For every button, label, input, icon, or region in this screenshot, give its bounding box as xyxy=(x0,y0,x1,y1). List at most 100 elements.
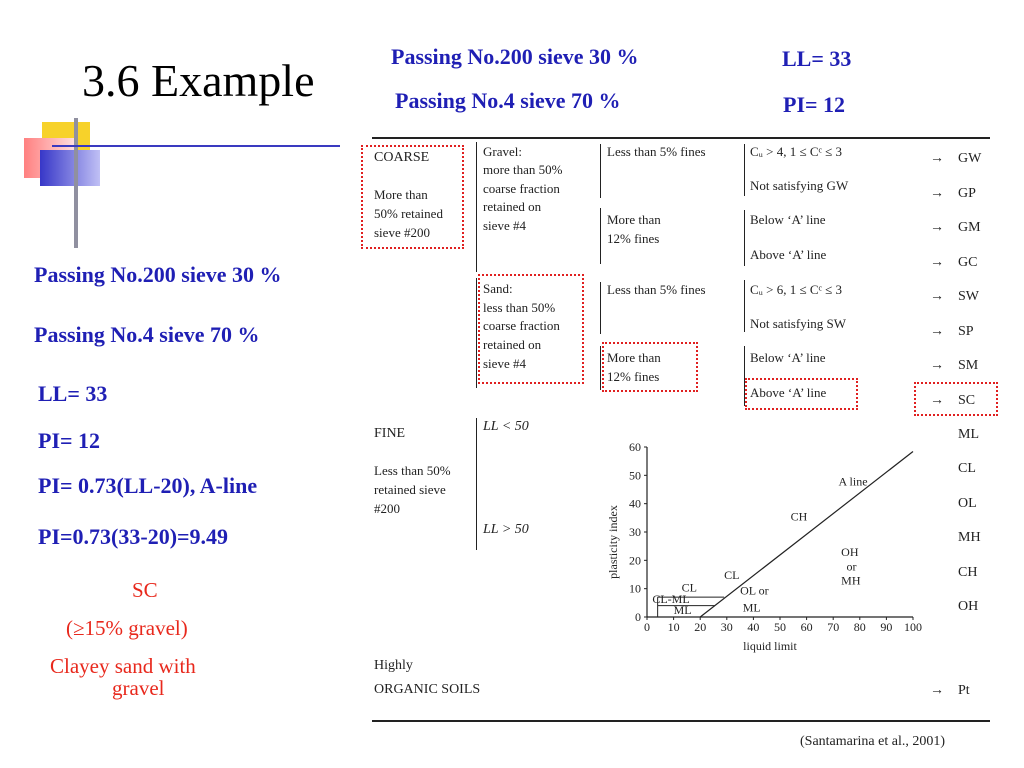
y-tick-label: 60 xyxy=(629,440,641,454)
fine-l3: #200 xyxy=(374,501,400,516)
gravel-rule xyxy=(476,142,477,272)
gravel-l2: more than 50% xyxy=(483,162,563,177)
group-oh: OH xyxy=(958,599,979,614)
arrow-sp: → xyxy=(930,324,944,339)
arrow-gc: → xyxy=(930,255,944,270)
fines-gt12-sand-2: 12% fines xyxy=(607,369,660,384)
group-sc: SC xyxy=(958,393,976,408)
crit-above-gravel: Above ‘A’ line xyxy=(750,247,827,262)
crit-rule1 xyxy=(744,144,745,196)
arrow-gm: → xyxy=(930,220,944,235)
group-ol: OL xyxy=(958,496,977,511)
x-tick-label: 100 xyxy=(904,620,922,634)
coarse-head: COARSE xyxy=(374,150,430,165)
gravel-l1: Gravel: xyxy=(483,144,522,159)
sand-l3: coarse fraction xyxy=(483,318,560,333)
fines-gt12-sand-1: More than xyxy=(607,350,661,365)
arrow-sw: → xyxy=(930,289,944,304)
crit-gw: Cᵤ > 4, 1 ≤ Cᶜ ≤ 3 xyxy=(750,144,843,159)
group-ch: CH xyxy=(958,565,978,580)
x-tick-label: 40 xyxy=(747,620,759,634)
left-aline-equation: PI= 0.73(LL-20), A-line xyxy=(38,473,258,498)
fine-head: FINE xyxy=(374,426,406,441)
x-tick-label: 90 xyxy=(880,620,892,634)
fine-rule xyxy=(476,418,477,550)
arrow-pt: → xyxy=(930,683,944,698)
group-gp: GP xyxy=(958,186,976,201)
group-mh: MH xyxy=(958,530,981,545)
fines-s-rule1 xyxy=(600,282,601,334)
group-gm: GM xyxy=(958,220,981,235)
label-ol-or: OL or xyxy=(740,583,769,597)
group-sw: SW xyxy=(958,289,979,304)
coarse-highlight xyxy=(361,145,464,249)
title-underline xyxy=(52,145,340,147)
fines-gt12-gravel-2: 12% fines xyxy=(607,231,660,246)
left-pass200: Passing No.200 sieve 30 % xyxy=(34,262,282,287)
label-ml-2: ML xyxy=(743,600,761,614)
x-tick-label: 80 xyxy=(854,620,866,634)
x-tick-label: 30 xyxy=(721,620,733,634)
sand-rule xyxy=(476,278,477,388)
x-tick-label: 60 xyxy=(801,620,813,634)
group-gc: GC xyxy=(958,255,978,270)
group-pt: Pt xyxy=(958,683,970,698)
crit-not-sw: Not satisfying SW xyxy=(750,316,847,331)
fine-l2: retained sieve xyxy=(374,482,446,497)
arrow-gp: → xyxy=(930,186,944,201)
table-top-rule xyxy=(372,137,990,139)
fines-lt5-gravel: Less than 5% fines xyxy=(607,144,706,159)
x-tick-label: 20 xyxy=(694,620,706,634)
label-or: or xyxy=(847,559,857,573)
crit-sw: Cᵤ > 6, 1 ≤ Cᶜ ≤ 3 xyxy=(750,282,843,297)
group-sc-highlight xyxy=(914,382,998,416)
x-tick-label: 10 xyxy=(668,620,680,634)
group-gw: GW xyxy=(958,151,982,166)
group-sm: SM xyxy=(958,358,979,373)
group-cl: CL xyxy=(958,461,976,476)
label-mh: MH xyxy=(841,573,861,587)
fine-ll-lt50: LL < 50 xyxy=(483,419,529,434)
x-tick-label: 0 xyxy=(644,620,650,634)
result-symbol: SC xyxy=(132,578,158,602)
page-title: 3.6 Example xyxy=(82,55,315,106)
fine-ll-gt50: LL > 50 xyxy=(483,522,529,537)
group-sp: SP xyxy=(958,324,974,339)
arrow-gw: → xyxy=(930,151,944,166)
left-ll: LL= 33 xyxy=(38,381,108,406)
fines-gt12-sand-highlight xyxy=(602,342,698,392)
left-pi: PI= 12 xyxy=(38,428,101,453)
header-ll: LL= 33 xyxy=(782,46,852,71)
x-tick-label: 50 xyxy=(774,620,786,634)
label-ml: ML xyxy=(674,603,692,617)
y-tick-label: 0 xyxy=(635,610,641,624)
result-name-line1: Clayey sand with xyxy=(50,654,196,678)
coarse-l3: sieve #200 xyxy=(374,225,430,240)
group-ml: ML xyxy=(958,427,979,442)
sand-l4: retained on xyxy=(483,337,542,352)
citation: (Santamarina et al., 2001) xyxy=(800,734,946,749)
arrow-sm: → xyxy=(930,358,944,373)
header-pass200: Passing No.200 sieve 30 % xyxy=(391,44,639,69)
x-axis-label: liquid limit xyxy=(743,639,797,653)
label-oh: OH xyxy=(841,545,859,559)
result-name-line2: gravel xyxy=(112,676,165,700)
header-pi: PI= 12 xyxy=(783,92,846,117)
organic-l2: ORGANIC SOILS xyxy=(374,682,481,697)
sand-highlight xyxy=(478,274,584,384)
sand-l1: Sand: xyxy=(483,281,513,296)
a-line-series xyxy=(699,451,914,618)
fines-gt12-gravel-1: More than xyxy=(607,212,661,227)
deco-vertical-bar xyxy=(74,118,78,248)
coarse-l1: More than xyxy=(374,187,428,202)
organic-l1: Highly xyxy=(374,658,413,673)
left-aline-calc: PI=0.73(33-20)=9.49 xyxy=(38,524,229,549)
label-cl-ml: CL-ML xyxy=(652,592,689,606)
crit-below-sand: Below ‘A’ line xyxy=(750,350,826,365)
crit-below-gravel: Below ‘A’ line xyxy=(750,212,826,227)
sand-l2: less than 50% xyxy=(483,300,556,315)
arrow-sc: → xyxy=(930,393,944,408)
label-cl: CL xyxy=(682,581,697,595)
coarse-l2: 50% retained xyxy=(374,206,443,221)
